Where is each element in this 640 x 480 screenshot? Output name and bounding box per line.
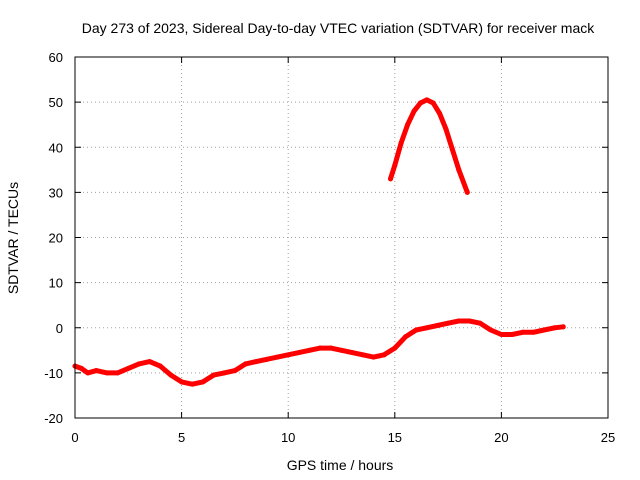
data-point (392, 345, 398, 351)
axis-ticks: 0 5 10 15 20 25 -20 -10 0 10 20 30 40 50 60 (44, 50, 615, 445)
data-point (168, 372, 174, 378)
data-point (275, 354, 281, 360)
data-point (211, 372, 217, 378)
data-point (392, 162, 398, 168)
y-tick-label: 60 (49, 50, 63, 65)
data-point (370, 354, 376, 360)
data-point (296, 350, 302, 356)
data-point (541, 327, 547, 333)
data-point (157, 363, 163, 369)
data-point (264, 356, 270, 362)
data-point (317, 345, 323, 351)
data-point (398, 140, 404, 146)
data-point (232, 368, 238, 374)
x-tick-label: 5 (178, 430, 185, 445)
data-point (417, 100, 423, 106)
y-tick-label: -10 (44, 366, 63, 381)
data-point (437, 110, 443, 116)
data-point (520, 329, 526, 335)
x-tick-label: 20 (494, 430, 508, 445)
data-point (434, 322, 440, 328)
data-point (405, 122, 411, 128)
data-point (530, 329, 536, 335)
data-point (189, 381, 195, 387)
data-point (349, 350, 355, 356)
data-point (147, 359, 153, 365)
data-point (449, 147, 455, 153)
y-tick-label: 50 (49, 95, 63, 110)
data-point (456, 167, 462, 173)
data-point (360, 352, 366, 358)
data-point (456, 318, 462, 324)
y-tick-label: 40 (49, 140, 63, 155)
chart-title: Day 273 of 2023, Sidereal Day-to-day VTE… (82, 20, 595, 36)
data-point (93, 368, 99, 374)
x-tick-label: 25 (601, 430, 615, 445)
data-point (104, 370, 110, 376)
data-point (307, 347, 313, 353)
y-tick-label: 30 (49, 185, 63, 200)
plot-frame (74, 56, 609, 419)
y-tick-label: 0 (56, 321, 63, 336)
data-point (443, 126, 449, 132)
data-point (402, 334, 408, 340)
y-axis-label: SDTVAR / TECUs (5, 182, 21, 294)
data-point (78, 365, 84, 371)
data-point (85, 370, 91, 376)
data-point (381, 352, 387, 358)
data-point (445, 320, 451, 326)
y-tick-label: -20 (44, 411, 63, 426)
data-point (285, 352, 291, 358)
data-point (136, 361, 142, 367)
data-point (115, 370, 121, 376)
data-point (413, 327, 419, 333)
data-point (221, 370, 227, 376)
y-tick-label: 20 (49, 231, 63, 246)
x-tick-label: 10 (281, 430, 295, 445)
y-tick-label: 10 (49, 276, 63, 291)
data-point (424, 97, 430, 103)
data-point (430, 100, 436, 106)
data-point (200, 379, 206, 385)
data-point (253, 359, 259, 365)
x-tick-label: 0 (71, 430, 78, 445)
x-tick-label: 15 (388, 430, 402, 445)
data-point (328, 345, 334, 351)
data-series (72, 97, 566, 387)
series-line (388, 97, 470, 195)
data-point (125, 365, 131, 371)
data-point (464, 189, 470, 195)
data-point (509, 332, 515, 338)
grid (75, 57, 608, 418)
data-point (388, 176, 394, 182)
x-axis-label: GPS time / hours (287, 457, 394, 473)
data-point (477, 320, 483, 326)
data-point (411, 108, 417, 114)
data-point (488, 327, 494, 333)
data-point (552, 325, 558, 331)
data-point (498, 332, 504, 338)
data-point (179, 379, 185, 385)
data-point (243, 361, 249, 367)
data-point (466, 318, 472, 324)
data-point (560, 324, 566, 330)
data-point (424, 325, 430, 331)
data-point (339, 347, 344, 353)
